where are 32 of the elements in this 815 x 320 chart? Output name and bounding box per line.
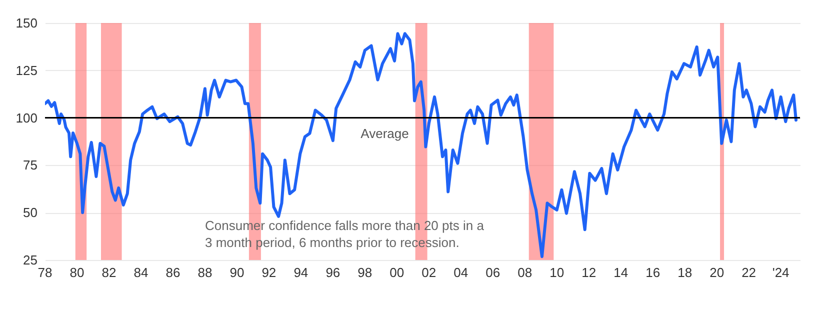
x-tick-label: 14	[614, 265, 628, 280]
x-tick-label: 94	[294, 265, 308, 280]
line-series	[45, 32, 798, 258]
x-tick-label: 98	[358, 265, 372, 280]
x-tick-label: 08	[518, 265, 532, 280]
y-tick-label: 25	[23, 252, 38, 268]
y-tick-label: 125	[16, 62, 38, 78]
x-tick-label: 86	[166, 265, 180, 280]
y-tick-label: 100	[16, 110, 38, 126]
x-tick-label: 78	[38, 265, 52, 280]
x-tick-label: 82	[102, 265, 116, 280]
y-tick-label: 50	[23, 205, 38, 220]
x-tick-label: 80	[70, 265, 84, 280]
x-tick-label: 04	[454, 265, 468, 280]
y-tick-label: 150	[16, 16, 38, 30]
x-tick-label: 20	[710, 265, 724, 280]
x-tick-label: 00	[390, 265, 404, 280]
ref-line-label: Average	[360, 126, 409, 141]
x-tick-label: 22	[742, 265, 756, 280]
x-tick-label: 02	[422, 265, 436, 280]
x-tick-label: 06	[486, 265, 500, 280]
x-tick-label: 12	[582, 265, 596, 280]
x-tick-label: 90	[230, 265, 244, 280]
x-tick-label: 10	[550, 265, 564, 280]
x-tick-label: 18	[678, 265, 692, 280]
x-tick-label: 16	[646, 265, 660, 280]
x-tick-label: 88	[198, 265, 212, 280]
x-tick-label: 96	[326, 265, 340, 280]
x-tick-label: 84	[134, 265, 148, 280]
y-tick-label: 75	[23, 158, 38, 173]
x-tick-label: '24	[772, 265, 790, 280]
x-tick-label: 92	[262, 265, 276, 280]
